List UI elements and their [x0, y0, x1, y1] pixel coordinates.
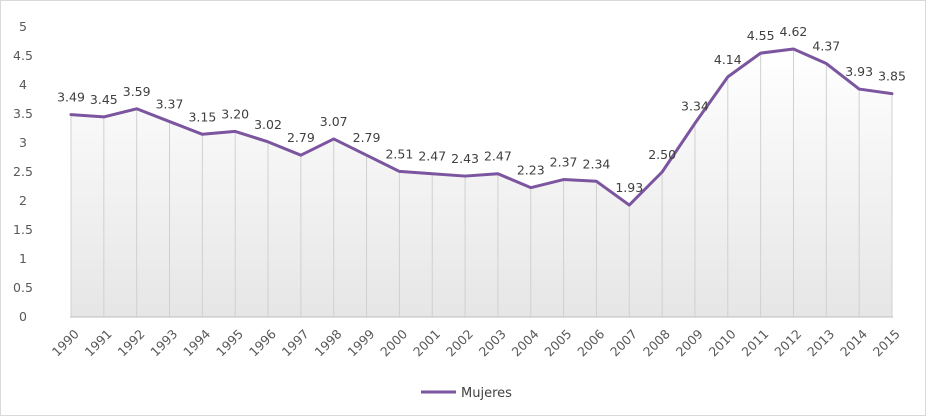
x-tick-label-1993: 1993 [147, 326, 180, 359]
x-tick-label-1990: 1990 [49, 326, 82, 359]
x-tick-label-2014: 2014 [837, 326, 870, 359]
x-tick-label-2001: 2001 [410, 326, 443, 359]
data-label-1999: 2.79 [353, 130, 381, 145]
data-label-2011: 4.55 [747, 28, 775, 43]
data-label-2006: 2.34 [583, 156, 611, 171]
x-tick-label-1998: 1998 [312, 326, 345, 359]
y-tick-label: 3 [19, 135, 27, 150]
y-tick-label: 1.5 [13, 222, 33, 237]
data-label-1993: 3.37 [156, 97, 184, 112]
data-label-2013: 4.37 [812, 39, 840, 54]
data-label-2012: 4.62 [780, 24, 808, 39]
data-label-2001: 2.47 [418, 149, 446, 164]
x-tick-label-2009: 2009 [673, 326, 706, 359]
x-tick-label-1997: 1997 [279, 326, 312, 359]
data-label-1992: 3.59 [123, 84, 151, 99]
y-tick-label: 0 [19, 309, 27, 324]
x-tick-label-2015: 2015 [870, 326, 903, 359]
x-tick-label-1995: 1995 [213, 326, 246, 359]
y-tick-label: 1 [19, 251, 27, 266]
y-tick-label: 2 [19, 193, 27, 208]
x-tick-label-2002: 2002 [443, 326, 476, 359]
x-tick-label-2003: 2003 [476, 326, 509, 359]
data-label-2015: 3.85 [878, 69, 906, 84]
x-tick-label-1992: 1992 [114, 326, 147, 359]
data-label-2000: 2.51 [385, 146, 413, 161]
data-label-2008: 2.50 [648, 147, 676, 162]
data-label-1991: 3.45 [90, 92, 118, 107]
x-tick-label-2013: 2013 [804, 326, 837, 359]
data-label-2010: 4.14 [714, 52, 742, 67]
x-tick-label-2006: 2006 [574, 326, 607, 359]
x-tick-label-2008: 2008 [640, 326, 673, 359]
data-label-2002: 2.43 [451, 151, 479, 166]
y-tick-label: 5 [19, 19, 27, 34]
y-tick-label: 0.5 [13, 280, 33, 295]
x-tick-label-2005: 2005 [541, 326, 574, 359]
area-layer [71, 49, 892, 317]
data-label-1990: 3.49 [57, 90, 85, 105]
y-tick-label: 4.5 [13, 48, 33, 63]
data-label-2007: 1.93 [615, 180, 643, 195]
data-label-1998: 3.07 [320, 114, 348, 129]
data-label-1996: 3.02 [254, 117, 282, 132]
data-label-1997: 2.79 [287, 130, 315, 145]
data-label-2009: 3.34 [681, 98, 709, 113]
y-tick-label: 2.5 [13, 164, 33, 179]
data-label-2014: 3.93 [845, 64, 873, 79]
legend-label-mujeres: Mujeres [461, 386, 512, 401]
data-label-1994: 3.15 [188, 109, 216, 124]
data-label-2003: 2.47 [484, 149, 512, 164]
x-tick-label-2004: 2004 [509, 326, 542, 359]
data-label-2005: 2.37 [550, 155, 578, 170]
legend[interactable]: Mujeres [421, 386, 512, 401]
x-tick-label-2007: 2007 [607, 326, 640, 359]
x-tick-label-1999: 1999 [344, 326, 377, 359]
series-area-mujeres [71, 49, 892, 317]
x-tick-label-2000: 2000 [377, 326, 410, 359]
x-tick-label-2010: 2010 [706, 326, 739, 359]
data-label-2004: 2.23 [517, 163, 545, 178]
data-label-1995: 3.20 [221, 106, 249, 121]
x-tick-label-1991: 1991 [82, 326, 115, 359]
y-tick-label: 3.5 [13, 106, 33, 121]
y-tick-label: 4 [19, 77, 27, 92]
x-tick-label-1994: 1994 [180, 326, 213, 359]
x-tick-label-1996: 1996 [246, 326, 279, 359]
x-tick-label-2011: 2011 [738, 326, 771, 359]
x-tick-label-2012: 2012 [771, 326, 804, 359]
